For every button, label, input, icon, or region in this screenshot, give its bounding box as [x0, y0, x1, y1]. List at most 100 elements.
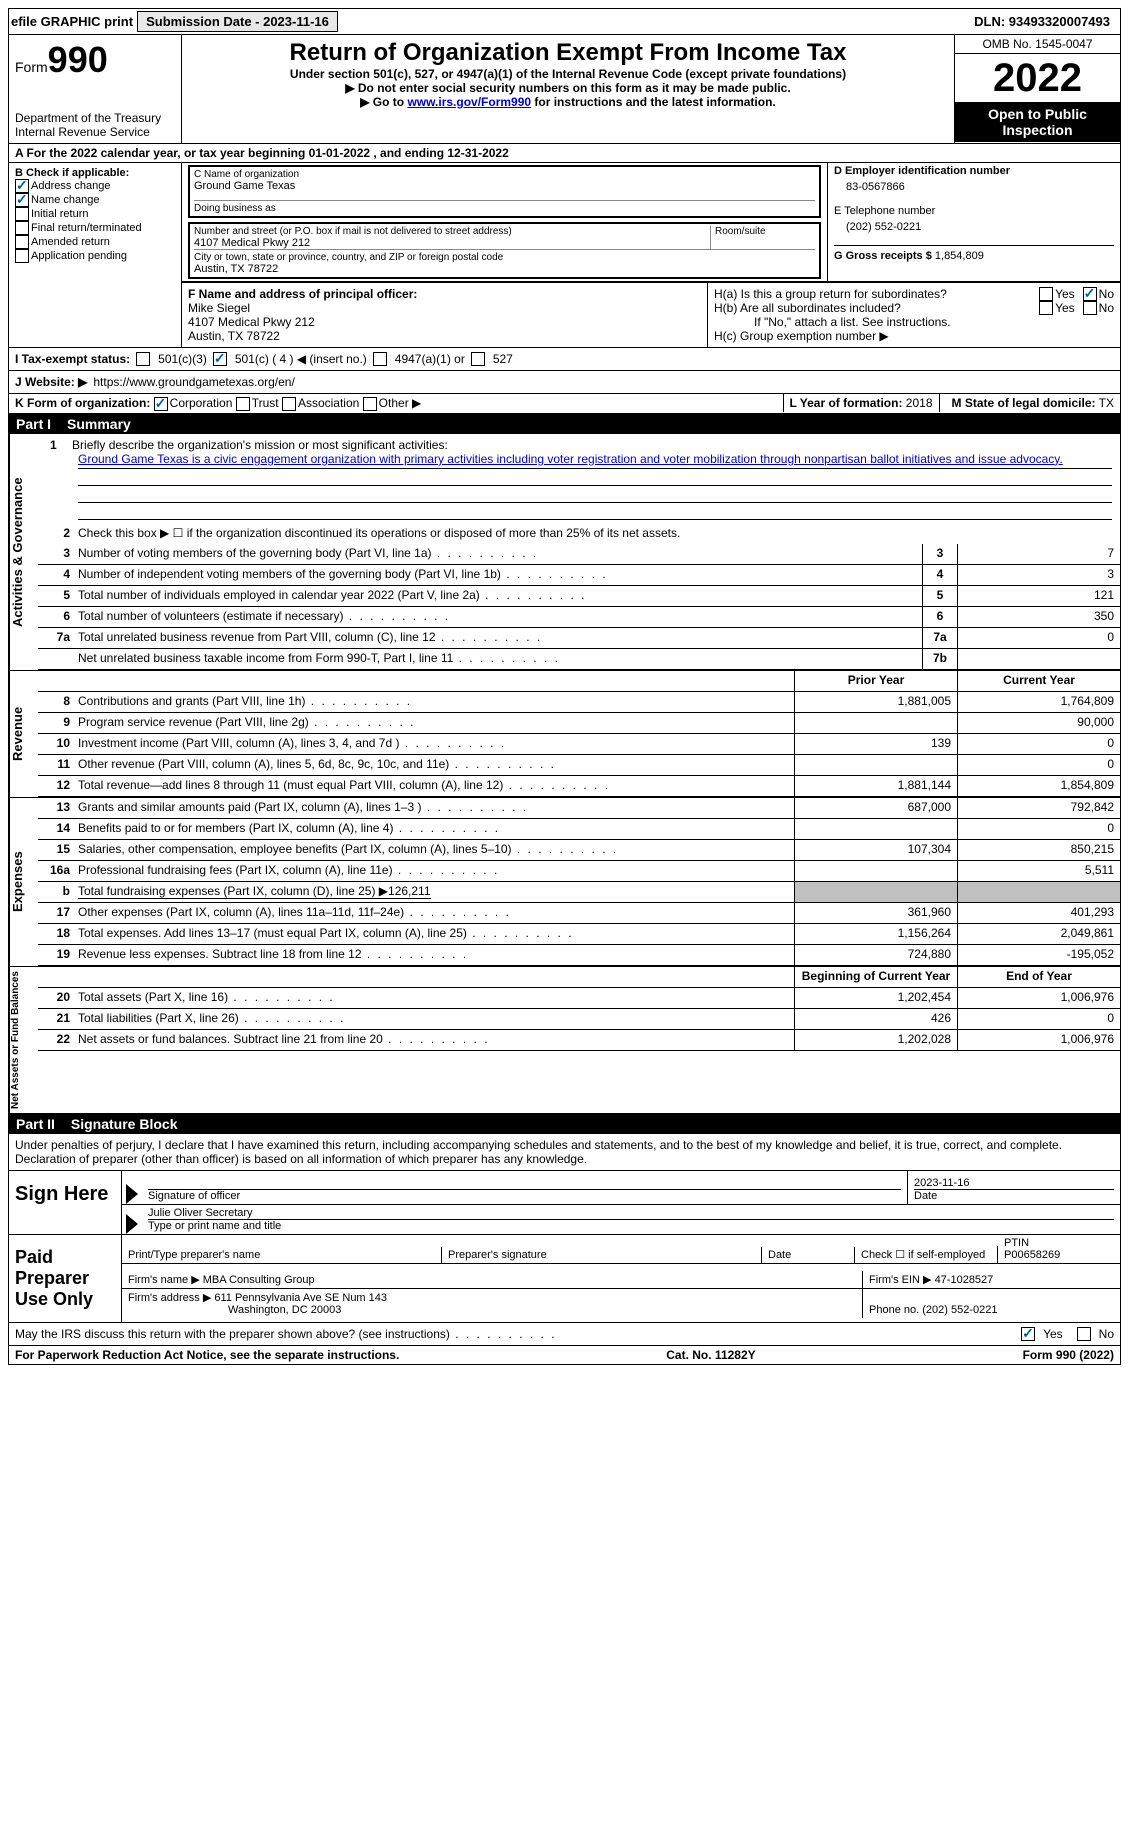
submission-date-button[interactable]: Submission Date - 2023-11-16	[137, 11, 338, 32]
irs-label: Internal Revenue Service	[15, 125, 175, 139]
chk-501c[interactable]	[213, 352, 227, 366]
vlabel-activities: Activities & Governance	[9, 434, 38, 670]
firm-addr2: Washington, DC 20003	[128, 1304, 856, 1316]
website-row: J Website: ▶ https://www.groundgametexas…	[8, 371, 1121, 394]
vlabel-expenses: Expenses	[9, 798, 38, 966]
l-label: L Year of formation:	[790, 396, 903, 410]
table-row: 10Investment income (Part VIII, column (…	[38, 734, 1120, 755]
chk-527[interactable]	[471, 352, 485, 366]
chk-4947[interactable]	[373, 352, 387, 366]
firm-ein-label: Firm's EIN ▶	[869, 1274, 932, 1286]
revenue-section: Revenue Prior Year Current Year 8Contrib…	[8, 671, 1121, 798]
lbl-address-change: Address change	[31, 180, 111, 192]
col-end: End of Year	[957, 967, 1120, 987]
firm-addr-label: Firm's address ▶	[128, 1292, 211, 1304]
lbl-4947: 4947(a)(1) or	[395, 352, 465, 366]
ha-yes[interactable]	[1039, 287, 1053, 301]
discuss-no[interactable]	[1077, 1327, 1091, 1341]
form-header: Form990 Department of the Treasury Inter…	[8, 35, 1121, 144]
form-word: Form	[15, 59, 48, 75]
top-bar: efile GRAPHIC print Submission Date - 20…	[8, 8, 1121, 35]
prep-sig-label: Preparer's signature	[442, 1247, 762, 1263]
ptin-value: P00658269	[1004, 1249, 1114, 1261]
sig-intro: Under penalties of perjury, I declare th…	[8, 1134, 1121, 1171]
hb-yes-lbl: Yes	[1055, 301, 1075, 315]
chk-trust[interactable]	[236, 397, 250, 411]
officer-name: Mike Siegel	[188, 301, 701, 315]
chk-assoc[interactable]	[282, 397, 296, 411]
discuss-label: May the IRS discuss this return with the…	[15, 1327, 1015, 1341]
hb-yes[interactable]	[1039, 301, 1053, 315]
form-number: Form990	[15, 39, 175, 81]
chk-app-pending[interactable]	[15, 249, 29, 263]
chk-corp[interactable]	[154, 397, 168, 411]
firm-addr1: 611 Pennsylvania Ave SE Num 143	[214, 1292, 387, 1304]
form-title: Return of Organization Exempt From Incom…	[190, 39, 946, 67]
table-row: 22Net assets or fund balances. Subtract …	[38, 1030, 1120, 1051]
hb-no-lbl: No	[1099, 301, 1114, 315]
chk-final-return[interactable]	[15, 221, 29, 235]
goto-post: for instructions and the latest informat…	[531, 95, 776, 109]
boxb-label: B Check if applicable:	[15, 167, 175, 179]
irs-link[interactable]: www.irs.gov/Form990	[407, 95, 531, 109]
efile-label: efile GRAPHIC print	[11, 14, 133, 29]
lbl-other: Other ▶	[379, 396, 422, 410]
lbl-initial-return: Initial return	[31, 208, 88, 220]
ha-label: H(a) Is this a group return for subordin…	[714, 287, 1039, 301]
l-value: 2018	[906, 396, 933, 410]
vlabel-netassets: Net Assets or Fund Balances	[9, 967, 38, 1113]
k-label: K Form of organization:	[15, 396, 150, 410]
footer-left: For Paperwork Reduction Act Notice, see …	[15, 1348, 399, 1362]
chk-other[interactable]	[363, 397, 377, 411]
table-row: 21Total liabilities (Part X, line 26)426…	[38, 1009, 1120, 1030]
m-label: M State of legal domicile:	[952, 396, 1096, 410]
ein-value: 83-0567866	[834, 177, 1114, 205]
street-label: Number and street (or P.O. box if mail i…	[194, 226, 710, 237]
goto-note: ▶ Go to www.irs.gov/Form990 for instruct…	[190, 95, 946, 109]
prep-name-label: Print/Type preparer's name	[122, 1247, 442, 1263]
chk-501c3[interactable]	[136, 352, 150, 366]
discuss-no-lbl: No	[1099, 1327, 1114, 1341]
lbl-501c3: 501(c)(3)	[158, 352, 207, 366]
phone-label: E Telephone number	[834, 205, 1114, 217]
hb-no[interactable]	[1083, 301, 1097, 315]
street-value: 4107 Medical Pkwy 212	[194, 237, 710, 249]
sign-here-block: Sign Here Signature of officer 2023-11-1…	[8, 1171, 1121, 1235]
lbl-501c: 501(c) ( 4 ) ◀ (insert no.)	[235, 352, 367, 366]
paid-label: Paid Preparer Use Only	[9, 1235, 122, 1322]
form-num-big: 990	[48, 39, 108, 80]
chk-initial-return[interactable]	[15, 207, 29, 221]
prep-date-label: Date	[762, 1247, 855, 1263]
lbl-name-change: Name change	[31, 194, 100, 206]
city-value: Austin, TX 78722	[194, 263, 815, 275]
table-row: 13Grants and similar amounts paid (Part …	[38, 798, 1120, 819]
sig-name-title: Julie Oliver Secretary	[148, 1207, 1114, 1220]
firm-phone: (202) 552-0221	[922, 1304, 997, 1316]
ha-no[interactable]	[1083, 287, 1097, 301]
vlabel-revenue: Revenue	[9, 671, 38, 797]
hb-note: If "No," attach a list. See instructions…	[714, 315, 1114, 329]
sig-date: 2023-11-16	[914, 1177, 1114, 1190]
officer-addr1: 4107 Medical Pkwy 212	[188, 315, 701, 329]
ha-yes-lbl: Yes	[1055, 287, 1075, 301]
firm-name: MBA Consulting Group	[203, 1274, 315, 1286]
website-url: https://www.groundgametexas.org/en/	[93, 375, 294, 389]
table-row: 11Other revenue (Part VIII, column (A), …	[38, 755, 1120, 776]
table-row: 8Contributions and grants (Part VIII, li…	[38, 692, 1120, 713]
dln-label: DLN: 93493320007493	[974, 14, 1118, 29]
entity-info-block: B Check if applicable: Address change Na…	[8, 163, 1121, 348]
discuss-yes[interactable]	[1021, 1327, 1035, 1341]
chk-name-change[interactable]	[15, 193, 29, 207]
hb-label: H(b) Are all subordinates included?	[714, 301, 1039, 315]
ha-no-lbl: No	[1099, 287, 1114, 301]
hc-label: H(c) Group exemption number ▶	[714, 329, 1114, 343]
table-row: 16aProfessional fundraising fees (Part I…	[38, 861, 1120, 882]
m-value: TX	[1099, 396, 1114, 410]
table-row: 20Total assets (Part X, line 16)1,202,45…	[38, 988, 1120, 1009]
chk-amended[interactable]	[15, 235, 29, 249]
name-label: C Name of organization	[194, 169, 815, 180]
firm-name-label: Firm's name ▶	[128, 1274, 200, 1286]
prep-self-label: Check ☐ if self-employed	[855, 1246, 998, 1263]
expenses-section: Expenses 13Grants and similar amounts pa…	[8, 798, 1121, 967]
col-current: Current Year	[957, 671, 1120, 691]
